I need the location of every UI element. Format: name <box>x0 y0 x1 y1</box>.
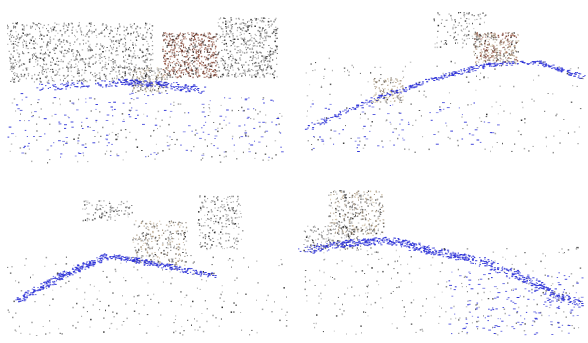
point-cloud-panel-4 <box>298 175 586 341</box>
point-cloud-panel-2 <box>298 2 586 168</box>
point-cloud-3 <box>7 195 288 336</box>
point-cloud-1 <box>7 17 284 164</box>
point-cloud-panel-1 <box>2 2 290 168</box>
point-cloud-panel-3 <box>2 175 290 341</box>
point-cloud-2 <box>304 12 586 154</box>
point-cloud-4 <box>298 190 584 336</box>
